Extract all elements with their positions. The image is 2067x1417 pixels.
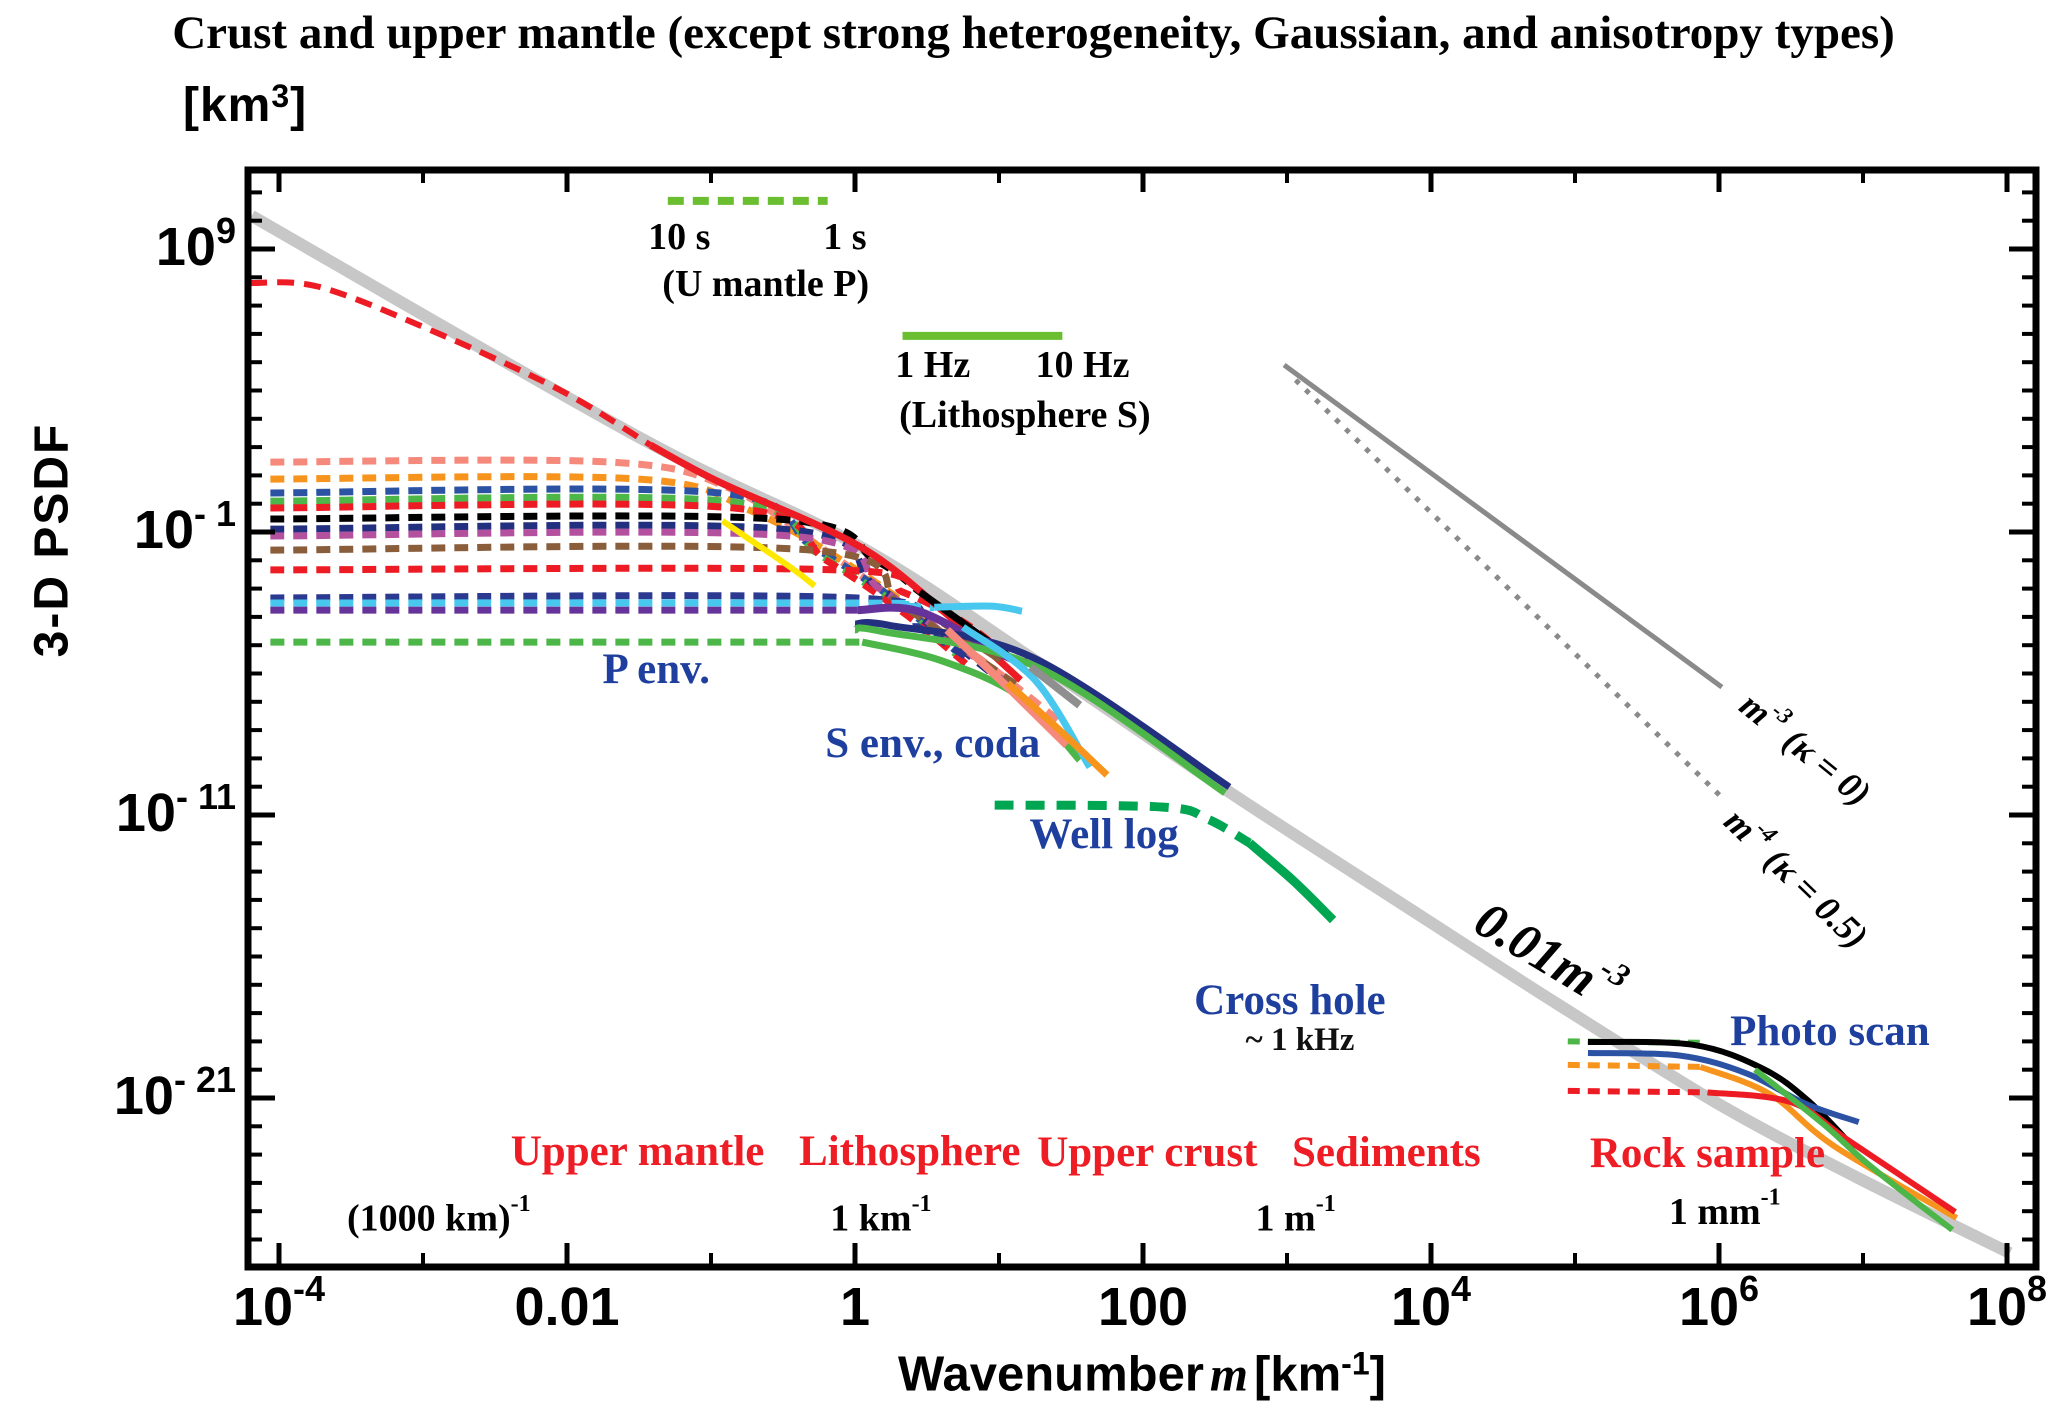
y-tick-label-9: 109 — [156, 210, 236, 277]
annotation-band-upper-mantle: Upper mantle — [511, 1128, 765, 1175]
annotation-band-sediments: Sediments — [1292, 1129, 1481, 1176]
annotation-cross-hole-label: Cross hole — [1194, 977, 1386, 1024]
annotation-legend-10s: 10 s — [648, 216, 710, 258]
x-tick-label-2: 100 — [1098, 1277, 1188, 1337]
x-tick-label-0: 1 — [840, 1277, 870, 1337]
series-rock-black-solid — [1587, 1038, 1857, 1151]
chart-title: Crust and upper mantle (except strong he… — [172, 7, 1895, 59]
annotation-scale-1000km: (1000 km)-1 — [347, 1191, 531, 1239]
annotation-scale-1m: 1 m-1 — [1256, 1191, 1336, 1239]
series-cross-hole-solid — [1246, 839, 1337, 924]
x-tick-label-8: 108 — [1967, 1268, 2047, 1337]
series-s-env-navy-long — [854, 619, 1232, 790]
series-photo-scan-blue — [1587, 1050, 1860, 1125]
x-tick-label-4: 104 — [1391, 1268, 1471, 1337]
x-tick-label--2: 0.01 — [514, 1277, 619, 1337]
annotation-ref-label-m4-kappa05: m-4 (κ = 0.5) — [1717, 796, 1881, 956]
annotation-legend-1s: 1 s — [823, 216, 866, 258]
series-rock-red-dashed — [1567, 1087, 1708, 1096]
y-tick-label--21: 10- 21 — [114, 1059, 236, 1126]
series-coda-cyan-flat — [934, 602, 1023, 615]
annotation-legend-10hz: 10 Hz — [1036, 344, 1130, 386]
annotation-legend-lithosphere-s: (Lithosphere S) — [899, 394, 1151, 436]
annotation-band-rock-sample: Rock sample — [1590, 1130, 1825, 1177]
x-axis-variable: m — [1209, 1346, 1249, 1402]
series-mantle-red-dashed — [251, 279, 653, 448]
series-rock-green-solid — [1753, 1067, 1955, 1233]
x-tick-label-6: 106 — [1679, 1268, 1759, 1337]
annotation-cross-hole-freq-label: ~ 1 kHz — [1246, 1022, 1355, 1058]
y-axis-unit-label: [km3] — [183, 78, 308, 132]
annotation-band-lithosphere: Lithosphere — [799, 1128, 1020, 1175]
series-coda-orange-solid — [1005, 680, 1110, 778]
annotation-p-env-label: P env. — [603, 645, 711, 692]
annotation-legend-u-mantle-p: (U mantle P) — [662, 263, 869, 305]
series-reference-m-4 — [1293, 378, 1723, 798]
y-tick-label--11: 10- 11 — [116, 776, 236, 843]
y-tick-label--1: 10- 1 — [134, 493, 236, 560]
annotation-well-log-label: Well log — [1029, 810, 1179, 857]
series-rock-orange-solid — [1699, 1064, 1959, 1221]
plot-frame — [244, 166, 2040, 1271]
annotation-s-env-coda-label: S env., coda — [825, 720, 1040, 767]
annotation-scale-1km: 1 km-1 — [830, 1191, 931, 1239]
annotation-band-upper-crust: Upper crust — [1037, 1129, 1258, 1176]
annotation-photo-scan-label: Photo scan — [1730, 1008, 1930, 1055]
annotation-ref-label-m3-kappa0: m-3 (κ = 0) — [1732, 680, 1882, 814]
x-axis-title: Wavenumber m [km-1] — [898, 1345, 1386, 1402]
annotation-legend-1hz: 1 Hz — [895, 344, 970, 386]
series-rock-orange-dashed — [1567, 1061, 1701, 1070]
series-coda-gray-short — [1028, 663, 1083, 709]
series-p-env-orange-dashed — [270, 473, 994, 674]
x-tick-label--4: 10-4 — [233, 1268, 325, 1337]
annotation-scale-1mm: 1 mm-1 — [1669, 1185, 1781, 1233]
series-reference-m-3 — [1282, 363, 1724, 690]
series-yellow-curve — [720, 518, 817, 589]
